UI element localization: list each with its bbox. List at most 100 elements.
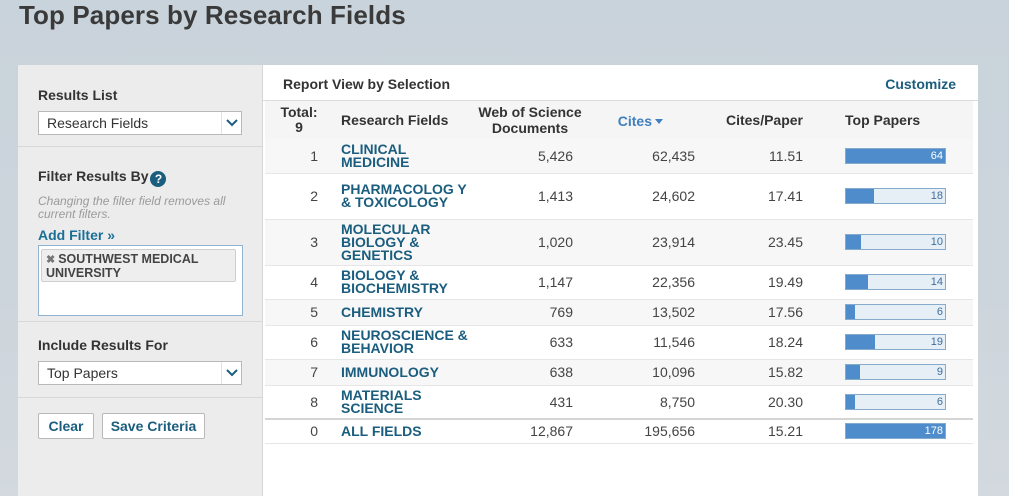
cites-cell: 11,546: [591, 325, 703, 360]
report-view-title: Report View by Selection: [283, 76, 451, 92]
clear-button[interactable]: Clear: [38, 413, 94, 439]
top-papers-bar[interactable]: 10: [845, 234, 946, 250]
top-papers-bar-fill: [846, 424, 945, 439]
top-papers-count: 6: [936, 306, 943, 318]
rank-cell: 6: [265, 325, 333, 360]
top-papers-bar[interactable]: 18: [845, 188, 946, 204]
include-value: Top Papers: [47, 365, 118, 381]
customize-link[interactable]: Customize: [885, 76, 956, 92]
wos-cell: 1,147: [469, 265, 591, 300]
chevron-down-icon: [221, 112, 241, 134]
cites-cell: 23,914: [591, 219, 703, 266]
table-header: Total: 9 Research Fields Web of Science …: [265, 101, 973, 139]
wos-cell: 769: [469, 299, 591, 326]
top-papers-cell: 178: [815, 419, 973, 444]
cites-per-paper-header[interactable]: Cites/Paper: [703, 101, 815, 139]
top-papers-cell: 6: [815, 385, 973, 420]
top-papers-cell: 14: [815, 265, 973, 300]
cites-cell: 24,602: [591, 173, 703, 220]
results-list-section: Results List Research Fields: [18, 65, 262, 147]
field-link[interactable]: IMMUNOLOGY: [333, 359, 469, 386]
cites-cell: 62,435: [591, 139, 703, 174]
top-papers-bar[interactable]: 64: [845, 147, 946, 164]
top-papers-bar[interactable]: 9: [845, 364, 946, 380]
top-papers-count: 14: [930, 276, 943, 288]
cites-per-paper-cell: 23.45: [703, 219, 815, 266]
table-row: 7 IMMUNOLOGY 638 10,096 15.82 9: [265, 359, 973, 386]
field-link[interactable]: PHARMACOLOG Y & TOXICOLOGY: [333, 173, 469, 220]
cites-header[interactable]: Cites: [591, 101, 703, 139]
wos-cell: 638: [469, 359, 591, 386]
cites-per-paper-cell: 11.51: [703, 139, 815, 174]
wos-cell: 431: [469, 385, 591, 420]
top-papers-bar[interactable]: 19: [845, 334, 946, 350]
cites-per-paper-cell: 19.49: [703, 265, 815, 300]
rank-cell: 4: [265, 265, 333, 300]
add-filter-link[interactable]: Add Filter »: [38, 227, 116, 243]
table-row: 5 CHEMISTRY 769 13,502 17.56 6: [265, 299, 973, 326]
top-papers-cell: 18: [815, 173, 973, 220]
cites-per-paper-cell: 20.30: [703, 385, 815, 420]
top-papers-bar-fill: [846, 189, 874, 203]
top-papers-count: 64: [930, 149, 943, 162]
filter-list: ✖ SOUTHWEST MEDICAL UNIVERSITY: [38, 245, 243, 316]
results-panel: Report View by Selection Customize Total…: [263, 65, 978, 496]
results-list-select[interactable]: Research Fields: [38, 111, 242, 135]
top-papers-cell: 19: [815, 325, 973, 360]
filter-note: Changing the filter field removes all cu…: [38, 194, 226, 221]
wos-cell: 1,413: [469, 173, 591, 220]
top-papers-count: 10: [930, 236, 943, 248]
table-row: 1 CLINICAL MEDICINE 5,426 62,435 11.51 64: [265, 139, 973, 174]
rank-cell: 2: [265, 173, 333, 220]
top-papers-bar[interactable]: 6: [845, 304, 946, 320]
total-header: Total: 9: [265, 101, 333, 139]
top-papers-cell: 9: [815, 359, 973, 386]
cites-cell: 8,750: [591, 385, 703, 420]
include-label: Include Results For: [38, 337, 168, 353]
top-papers-bar-fill: [846, 305, 856, 319]
cites-per-paper-cell: 15.82: [703, 359, 815, 386]
results-table: Total: 9 Research Fields Web of Science …: [265, 101, 973, 444]
table-total-row: 0 ALL FIELDS 12,867 195,656 15.21 178: [265, 419, 973, 444]
include-select[interactable]: Top Papers: [38, 361, 242, 385]
field-link[interactable]: CHEMISTRY: [333, 299, 469, 326]
field-link[interactable]: MATERIALS SCIENCE: [333, 385, 469, 420]
chevron-down-icon: [221, 362, 241, 384]
sidebar: Results List Research Fields Filter Resu…: [18, 65, 263, 496]
top-papers-bar[interactable]: 14: [845, 274, 946, 290]
cites-per-paper-cell: 17.56: [703, 299, 815, 326]
top-papers-bar[interactable]: 6: [845, 393, 946, 410]
field-link[interactable]: CLINICAL MEDICINE: [333, 139, 469, 174]
table-row: 2 PHARMACOLOG Y & TOXICOLOGY 1,413 24,602 17…: [265, 173, 973, 220]
wos-cell: 633: [469, 325, 591, 360]
save-criteria-button[interactable]: Save Criteria: [102, 413, 205, 439]
cites-per-paper-cell: 18.24: [703, 325, 815, 360]
top-papers-bar-fill: [846, 235, 862, 249]
total-count: 9: [295, 119, 303, 135]
field-link[interactable]: BIOLOGY & BIOCHEMISTRY: [333, 265, 469, 300]
top-papers-count: 178: [924, 425, 943, 438]
panel-header: Report View by Selection Customize: [263, 65, 978, 101]
close-icon[interactable]: ✖: [46, 254, 56, 266]
top-papers-bar-fill: [846, 394, 856, 409]
filter-section: Filter Results By? Changing the filter f…: [18, 147, 262, 322]
field-link[interactable]: MOLECULAR BIOLOGY & GENETICS: [333, 219, 469, 266]
wos-header[interactable]: Web of Science Documents: [469, 101, 591, 139]
cites-cell: 10,096: [591, 359, 703, 386]
help-icon[interactable]: ?: [150, 171, 167, 187]
top-papers-cell: 10: [815, 219, 973, 266]
field-header[interactable]: Research Fields: [333, 101, 469, 139]
rank-cell: 8: [265, 385, 333, 420]
field-link[interactable]: ALL FIELDS: [333, 419, 469, 444]
top-papers-cell: 6: [815, 299, 973, 326]
sort-desc-icon: [655, 111, 663, 127]
table-row: 6 NEUROSCIENCE & BEHAVIOR 633 11,546 18.24 19: [265, 325, 973, 360]
page-title: Top Papers by Research Fields: [19, 0, 406, 30]
top-papers-bar-fill: [846, 335, 876, 349]
top-papers-count: 18: [930, 190, 943, 202]
cites-cell: 195,656: [591, 419, 703, 444]
top-papers-bar[interactable]: 178: [845, 423, 946, 440]
field-link[interactable]: NEUROSCIENCE & BEHAVIOR: [333, 325, 469, 360]
filter-chip-label: SOUTHWEST MEDICAL UNIVERSITY: [46, 252, 199, 280]
top-papers-header[interactable]: Top Papers: [815, 101, 973, 139]
